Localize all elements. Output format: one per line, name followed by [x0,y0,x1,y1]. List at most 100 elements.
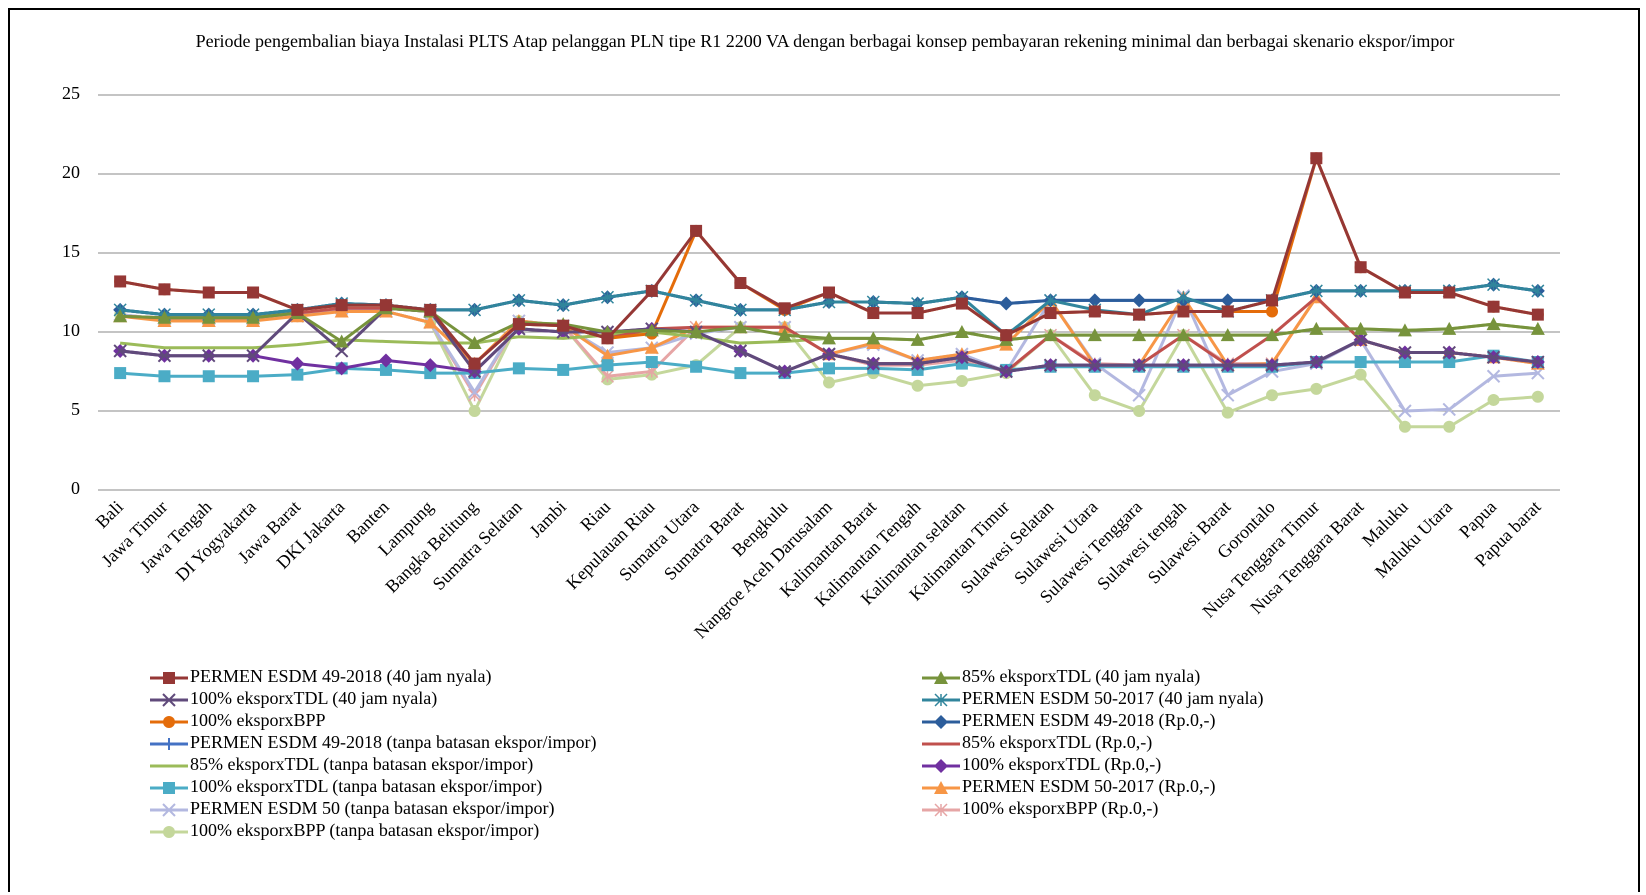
y-tick-label: 10 [62,320,80,340]
legend-label: PERMEN ESDM 50-2017 (40 jam nyala) [962,688,1263,709]
marker [1443,420,1456,433]
y-tick-label: 20 [62,162,80,182]
marker [866,331,881,345]
marker [1221,358,1235,372]
marker [1530,321,1545,335]
legend-label: 85% eksporxTDL (tanpa batasan ekspor/imp… [190,754,533,775]
marker [423,315,438,329]
marker [1309,355,1324,369]
marker [733,303,747,317]
marker [512,362,525,375]
marker [689,293,703,307]
legend-marker [163,716,175,728]
y-tick-label: 5 [71,399,80,419]
marker [467,336,482,350]
marker [1043,293,1058,307]
x-tick-label: Bali [92,497,127,532]
marker [114,275,127,288]
legend-label: 100% eksporxBPP (Rp.0,-) [962,798,1158,819]
marker [1442,321,1457,335]
marker [1443,356,1456,369]
marker [823,286,835,299]
marker [600,369,615,383]
marker [290,356,305,371]
legend-marker [163,782,175,794]
marker [1043,358,1058,372]
marker [955,350,969,364]
marker [1088,358,1102,372]
marker [1088,389,1101,402]
x-tick-label: Riau [576,497,614,535]
marker [1353,321,1368,335]
marker [1531,284,1545,298]
legend-marker [162,693,176,707]
marker [424,303,437,316]
marker [201,310,216,324]
marker [1353,333,1368,347]
marker [734,367,747,380]
marker [866,356,881,371]
marker [1266,294,1279,307]
marker [645,356,658,369]
marker [823,362,835,375]
marker [733,344,748,358]
marker [1220,293,1235,308]
marker [999,364,1013,379]
marker [512,293,526,307]
marker [1221,406,1234,419]
marker [557,363,570,376]
marker [1266,389,1279,402]
marker [379,363,392,376]
legend-marker [934,693,948,707]
marker [601,332,614,345]
marker [1398,345,1412,360]
marker [1133,405,1146,417]
marker [379,299,392,312]
legend-label: 85% eksporxTDL (Rp.0,-) [962,732,1152,753]
marker [247,370,260,383]
marker [1442,402,1456,417]
legend-marker [163,672,175,684]
legend-label: PERMEN ESDM 49-2018 (40 jam nyala) [190,666,491,687]
marker [1132,328,1147,342]
marker [1088,305,1101,318]
legend-marker [934,759,948,773]
marker [1220,328,1235,342]
marker [867,307,880,320]
marker [1132,388,1146,402]
marker [1221,388,1235,402]
marker [1442,345,1456,360]
marker [1176,328,1191,342]
marker [1177,305,1190,318]
marker [1087,328,1102,342]
marker [601,359,614,372]
marker [689,325,704,338]
marker [1221,305,1234,318]
marker [335,299,348,312]
marker [202,286,215,299]
marker [999,296,1014,311]
marker [1133,308,1146,321]
marker [1531,308,1544,321]
x-tick-label: Jambi [525,497,570,542]
marker [822,347,836,361]
marker [423,358,438,373]
marker [556,298,570,312]
marker [1486,350,1501,364]
marker [955,297,968,310]
marker [1266,305,1279,318]
marker [1309,321,1324,335]
legend-marker [163,826,175,838]
marker [1487,393,1500,406]
marker [954,325,969,338]
marker [1044,307,1057,320]
marker [1043,328,1058,342]
marker [1397,323,1412,337]
marker [1309,284,1323,298]
marker [1486,369,1501,383]
marker [600,348,615,362]
chart-title: Periode pengembalian biaya Instalasi PLT… [195,31,1455,51]
marker [334,334,349,348]
marker [1354,284,1368,298]
marker [378,353,393,368]
